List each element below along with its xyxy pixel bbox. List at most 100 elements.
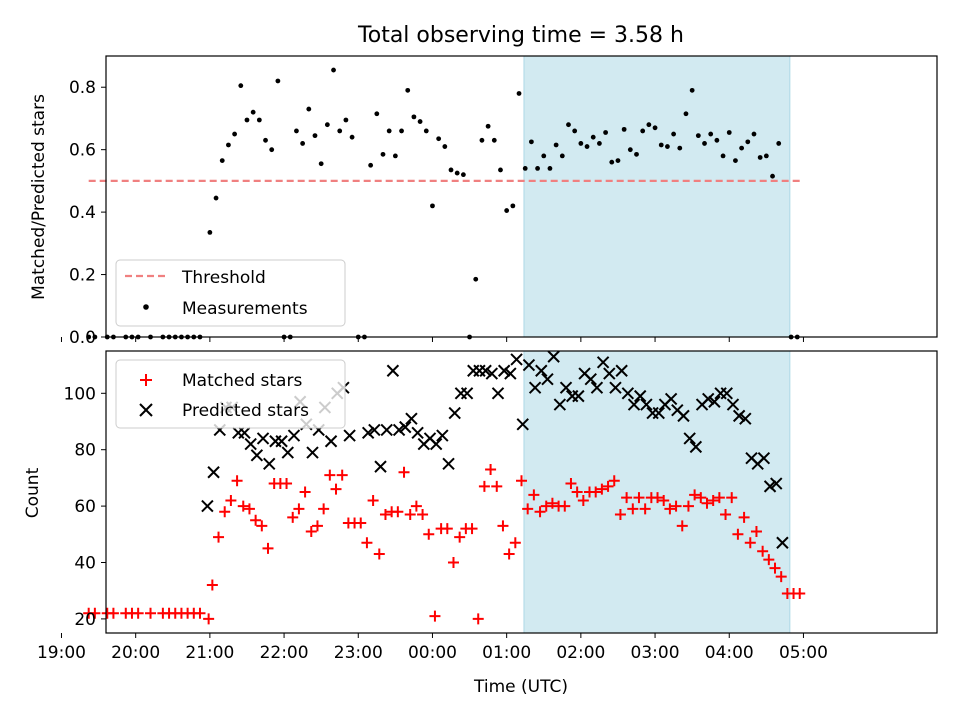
measurements-point <box>498 167 503 173</box>
x-tick-label: 19:00 <box>37 643 86 663</box>
matched-stars-point <box>398 466 410 478</box>
measurements-point <box>733 158 738 163</box>
matched-stars-point <box>311 520 323 532</box>
matched-stars-point <box>540 500 552 512</box>
measurements-point <box>627 147 633 153</box>
measurements-point <box>324 122 330 128</box>
bottom-y-axis-label: Count <box>23 467 43 518</box>
measurements-point <box>485 123 491 129</box>
predicted-stars-point <box>763 480 777 493</box>
measurements-point <box>504 208 510 213</box>
measurements-point <box>609 159 615 165</box>
predicted-stars-point <box>584 372 597 386</box>
measurements-point <box>646 122 652 128</box>
matched-stars-point <box>590 486 602 498</box>
axes-frame <box>105 350 938 634</box>
measurements-point <box>232 131 238 137</box>
bottom-legend-frame <box>115 359 346 429</box>
predicted-stars-point <box>467 364 480 377</box>
predicted-stars-point <box>399 420 412 434</box>
measurements-point <box>528 139 534 145</box>
matched-stars-point <box>330 483 342 495</box>
matched-stars-point <box>652 492 664 504</box>
matched-stars-point <box>367 494 379 506</box>
measurements-point <box>578 141 584 146</box>
y-tick-label: 0.2 <box>69 266 96 286</box>
x-tick-label: 02:00 <box>556 643 605 663</box>
measurements-point <box>714 137 720 143</box>
predicted-stars-point <box>720 387 733 400</box>
predicted-stars-point <box>374 460 387 473</box>
predicted-stars-point <box>275 435 288 448</box>
observing-span <box>523 55 791 338</box>
matched-stars-point <box>225 494 237 506</box>
measurements-point <box>695 133 701 139</box>
top-panel: 0.00.20.40.60.8 Matched/Predicted stars … <box>29 55 938 348</box>
predicted-stars-point <box>201 499 214 513</box>
predicted-stars-point <box>572 389 585 403</box>
measurements-point <box>770 173 775 179</box>
measurements-point <box>411 114 417 120</box>
matched-stars-point <box>689 489 701 501</box>
matched-stars-point <box>262 542 274 554</box>
matched-stars-point <box>534 506 546 518</box>
matched-stars-point <box>305 525 317 537</box>
measurements-point <box>368 162 374 168</box>
x-tick-label: 20:00 <box>111 643 160 663</box>
matched-stars-point <box>509 537 521 549</box>
measurements-point <box>671 131 677 137</box>
measurements-point <box>708 131 714 137</box>
y-tick-label: 60 <box>74 497 96 517</box>
matched-stars-point <box>577 494 589 506</box>
predicted-stars-point <box>535 364 548 377</box>
matched-stars-point <box>596 483 608 495</box>
matched-stars-point <box>602 480 614 492</box>
matched-stars-point <box>107 607 119 619</box>
matched-stars-point <box>379 509 391 521</box>
x-tick-label: 05:00 <box>779 643 828 663</box>
matched-stars-point <box>203 613 215 625</box>
predicted-stars-point <box>269 435 282 448</box>
measurements-point <box>634 151 639 157</box>
predicted-stars-point <box>702 392 715 406</box>
predicted-stars-point <box>256 432 270 445</box>
measurements-point <box>454 170 460 176</box>
predicted-stars-point <box>596 356 610 369</box>
predicted-stars-point <box>380 423 393 437</box>
measurements-point <box>603 130 608 135</box>
predicted-stars-point <box>207 466 220 479</box>
measurements-point <box>343 117 349 123</box>
measurements-point <box>226 142 231 148</box>
matched-stars-point <box>447 557 459 568</box>
matched-stars-point <box>763 554 775 566</box>
y-tick-label: 100 <box>64 384 96 404</box>
matched-stars-point <box>373 548 385 560</box>
predicted-stars-point <box>473 364 486 377</box>
matched-stars-point <box>726 492 738 504</box>
predicted-stars-point <box>491 387 505 400</box>
matched-stars-point <box>410 500 422 512</box>
chart-title: Total observing time = 3.58 h <box>357 23 684 48</box>
matched-stars-point <box>571 486 583 498</box>
measurements-point <box>318 161 324 167</box>
matched-stars-point <box>670 500 682 512</box>
matched-stars-point <box>318 503 330 515</box>
predicted-stars-point <box>411 426 424 439</box>
predicted-stars-point <box>634 389 647 403</box>
measurements-point <box>256 117 262 123</box>
matched-stars-point <box>676 520 688 532</box>
x-tick-label: 22:00 <box>260 643 309 663</box>
matched-stars-point <box>466 523 478 535</box>
predicted-stars-point <box>238 426 251 439</box>
measurements-point <box>436 136 442 142</box>
matched-stars-point <box>293 503 305 515</box>
matched-stars-point <box>243 503 255 515</box>
predicted-stars-point <box>497 364 511 377</box>
matched-stars-point <box>522 503 534 515</box>
measurements-point <box>294 128 299 134</box>
matched-stars-point <box>324 469 336 481</box>
predicted-stars-point <box>559 381 573 394</box>
measurements-point <box>460 172 466 178</box>
matched-stars-point <box>621 492 633 504</box>
measurements-point <box>244 117 250 123</box>
